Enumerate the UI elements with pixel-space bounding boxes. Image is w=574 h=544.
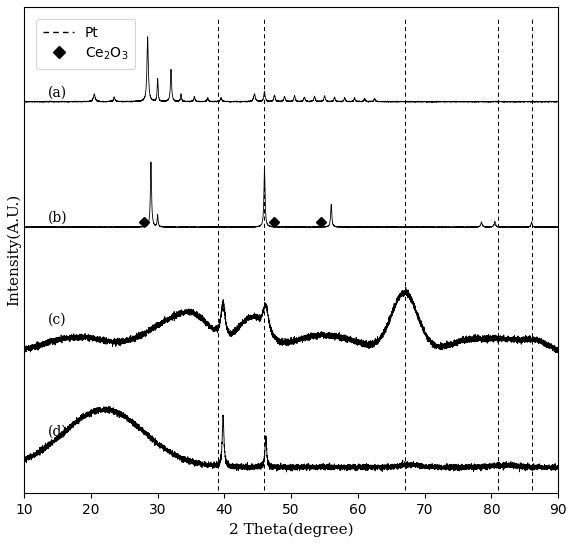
Y-axis label: Intensity(A.U.): Intensity(A.U.) [7, 194, 21, 306]
Text: (d): (d) [48, 424, 67, 438]
Text: (b): (b) [48, 211, 67, 225]
Text: (a): (a) [48, 86, 67, 100]
X-axis label: 2 Theta(degree): 2 Theta(degree) [229, 523, 354, 537]
Legend: Pt, Ce$_{2}$O$_{3}$: Pt, Ce$_{2}$O$_{3}$ [36, 18, 135, 69]
Text: (c): (c) [48, 312, 66, 326]
